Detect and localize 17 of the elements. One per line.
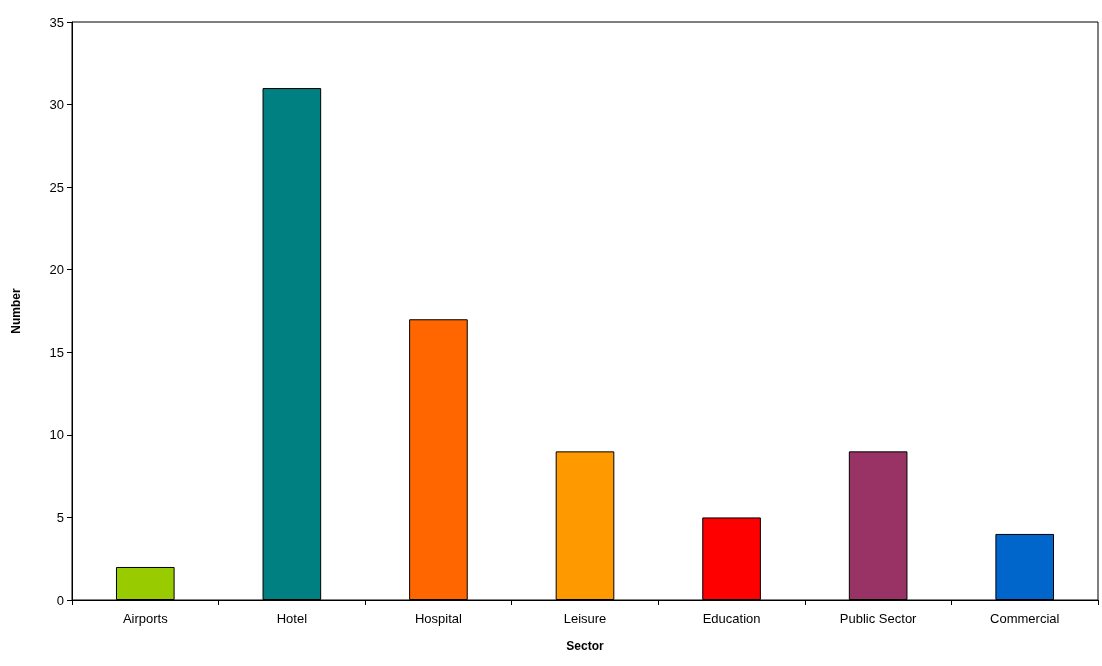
y-tick-label: 5 — [56, 509, 64, 525]
x-tick-label: Public Sector — [839, 611, 918, 626]
x-tick-label: Commercial — [990, 611, 1060, 626]
y-tick-label: 20 — [49, 262, 64, 278]
y-tick-label: 10 — [49, 427, 64, 443]
x-tick-label: Leisure — [563, 611, 607, 626]
y-axis-title: Number — [9, 288, 23, 334]
y-tick-label: 30 — [49, 97, 64, 113]
x-tick-label: Hotel — [276, 611, 308, 626]
x-tick-label: Airports — [122, 611, 169, 626]
y-tick-label: 35 — [49, 14, 64, 30]
y-tick-label: 25 — [49, 179, 64, 195]
x-tick-label: Education — [702, 611, 761, 626]
x-axis-title: Sector — [566, 639, 604, 653]
y-tick-label: 0 — [56, 592, 64, 608]
y-tick-label: 15 — [49, 344, 64, 360]
x-tick-label: Hospital — [414, 611, 463, 626]
